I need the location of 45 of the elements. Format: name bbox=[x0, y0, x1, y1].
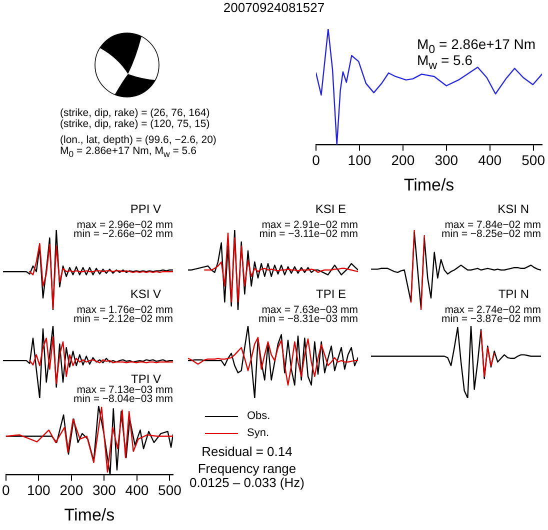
legend-label: Syn. bbox=[247, 427, 270, 439]
annotation: max = 2.74e−02 mm bbox=[444, 304, 541, 316]
x-tick-label: 200 bbox=[391, 152, 415, 168]
x-tick-label: 300 bbox=[92, 482, 116, 498]
x-tick-label: 100 bbox=[348, 152, 372, 168]
chart-title: KSI E bbox=[315, 202, 346, 216]
annotation: max = 7.63e−03 mm bbox=[262, 304, 358, 316]
text: Frequency range bbox=[198, 461, 296, 476]
annotation: max = 2.91e−02 mm bbox=[262, 219, 358, 231]
annotation: min = −8.04e−03 mm bbox=[73, 393, 173, 405]
x-tick-label: 300 bbox=[434, 152, 458, 168]
annotation: max = 7.13e−03 mm bbox=[76, 384, 173, 396]
annotation: max = 2.96e−02 mm bbox=[76, 219, 173, 231]
annotation: min = −2.66e−02 mm bbox=[73, 228, 173, 240]
annotation: min = −8.25e−02 mm bbox=[441, 228, 541, 240]
x-tick-label: 0 bbox=[2, 482, 10, 498]
x-tick-label: 400 bbox=[125, 482, 149, 498]
text: Residual = 0.14 bbox=[202, 444, 292, 459]
text: (lon., lat, depth) = (99.6, −2.6, 20) bbox=[60, 134, 216, 146]
x-tick-label: 500 bbox=[158, 482, 182, 498]
x-axis-title: Time/s bbox=[64, 505, 115, 524]
text: (strike, dip, rake) = (26, 76, 164) bbox=[60, 107, 210, 119]
text: M$_{0}$ = 2.86e+17 Nm, M$_{w}$ = 5.6 bbox=[60, 145, 196, 160]
text: 20070924081527 bbox=[223, 0, 325, 15]
text: 0.0125 – 0.033 (Hz) bbox=[190, 475, 304, 490]
x-tick-label: 500 bbox=[522, 152, 546, 168]
text: min = −8.31e−03 mm bbox=[258, 313, 358, 325]
x-axis-title: Time/s bbox=[404, 175, 454, 194]
chart-title: TPI V bbox=[130, 372, 161, 386]
x-tick-label: 400 bbox=[478, 152, 502, 168]
legend-label: Obs. bbox=[247, 410, 270, 422]
x-tick-label: 100 bbox=[26, 482, 51, 498]
chart-title: TPI N bbox=[498, 287, 529, 301]
text: min = −2.12e−02 mm bbox=[73, 313, 173, 325]
chart-title: KSI V bbox=[130, 287, 161, 301]
x-tick-label: 0 bbox=[312, 152, 320, 168]
x-tick-label: 200 bbox=[60, 482, 84, 498]
chart-title: KSI N bbox=[498, 202, 529, 216]
annotation: max = 7.84e−02 mm bbox=[444, 219, 541, 231]
text: (strike, dip, rake) = (120, 75, 15) bbox=[60, 118, 210, 130]
text: min = −3.87e−02 mm bbox=[441, 313, 541, 325]
annotation: max = 1.76e−02 mm bbox=[76, 304, 173, 316]
annotation: min = −3.11e−02 mm bbox=[259, 228, 358, 240]
chart-title: TPI E bbox=[316, 287, 346, 301]
chart-title: PPI V bbox=[130, 202, 161, 216]
